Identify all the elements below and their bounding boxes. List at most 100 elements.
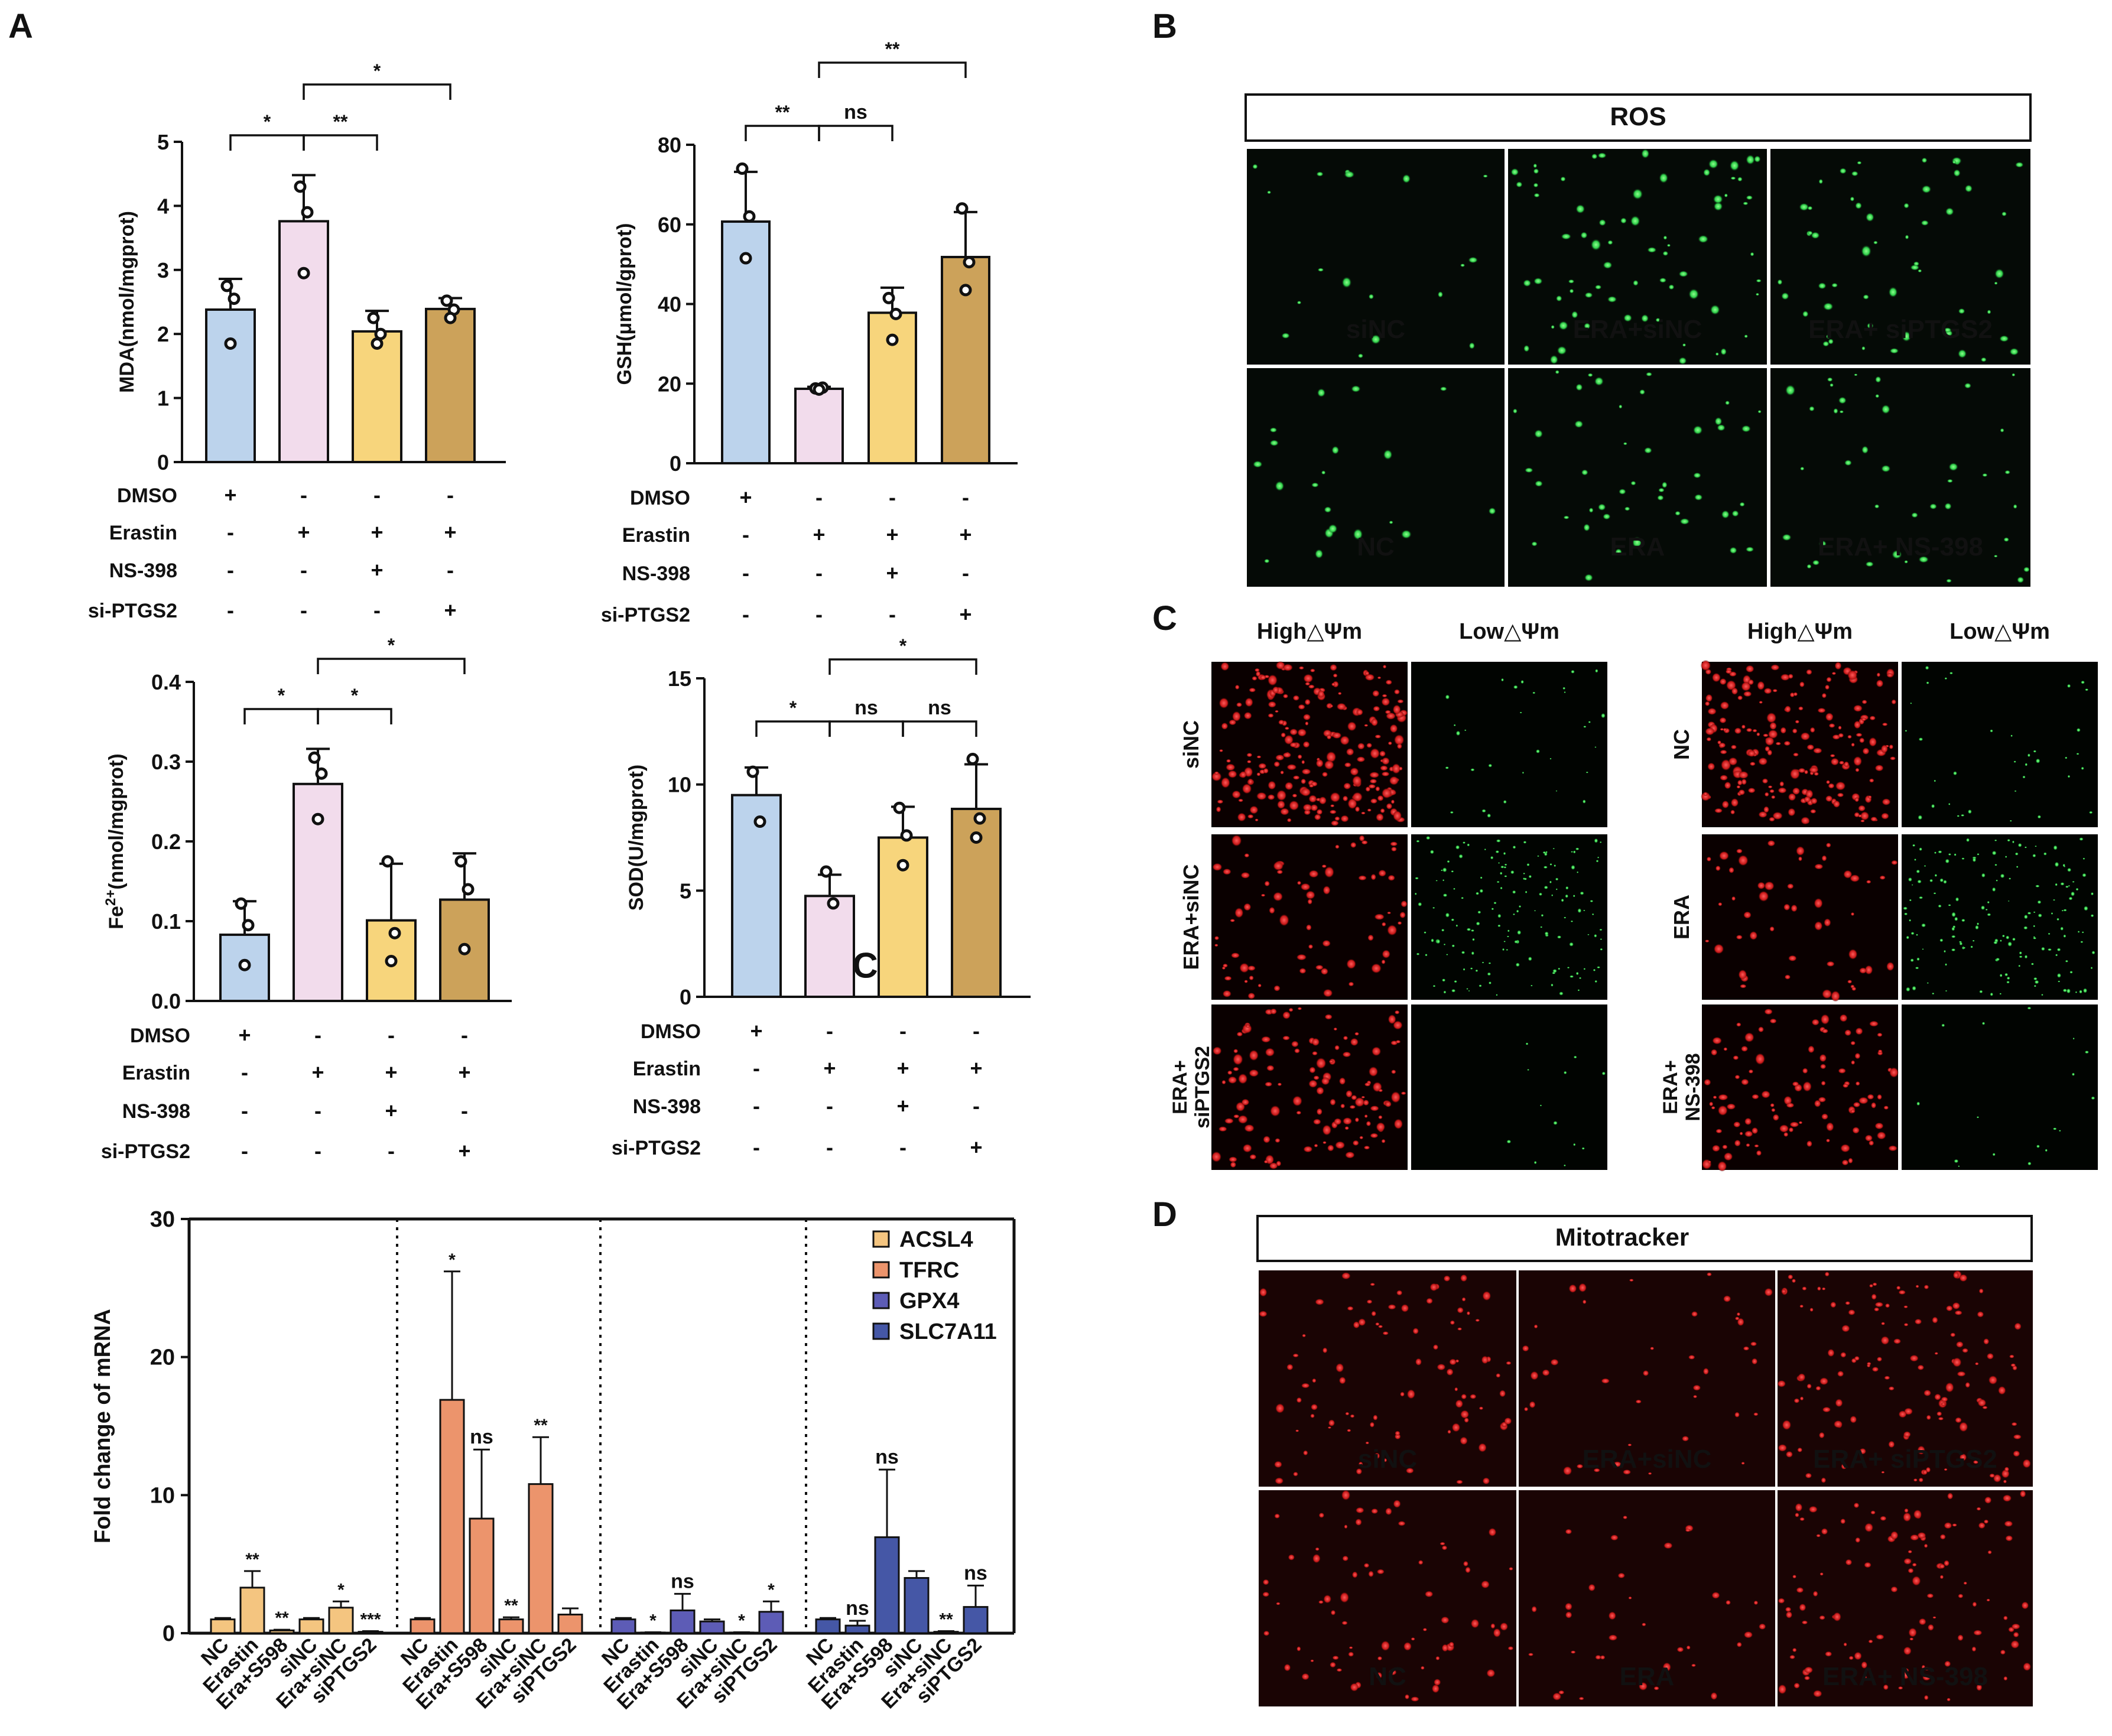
jc1-red-cell xyxy=(1244,980,1248,983)
gsh-treatment-label: Erastin xyxy=(622,524,690,547)
mitotracker-cell xyxy=(1845,1301,1851,1305)
jc1-green-dot xyxy=(1504,875,1507,877)
ros-cell xyxy=(1755,292,1760,296)
mitotracker-cell xyxy=(1944,1560,1949,1566)
jc1-column-header: High△Ψm xyxy=(1257,619,1362,644)
jc1-green-dot xyxy=(2088,811,2093,814)
sod-treatment-label: DMSO xyxy=(641,1020,701,1043)
jc1-red-cell xyxy=(1734,1074,1740,1080)
jc1-green-dot xyxy=(1590,900,1594,903)
mrna-bar-gpx4 xyxy=(610,1618,636,1634)
jc1-red-cell xyxy=(1260,1036,1271,1043)
jc1-red-cell xyxy=(1746,727,1753,733)
jc1-green-dot xyxy=(1528,956,1532,961)
mitotracker-cell xyxy=(1608,1634,1618,1641)
mitotracker-cell xyxy=(1568,1284,1577,1293)
gsh-y-tick-label: 60 xyxy=(658,213,681,237)
mitotracker-cell xyxy=(1945,1382,1954,1393)
jc1-red-cell xyxy=(1249,975,1254,981)
fe-treatment-mark: - xyxy=(388,1023,395,1047)
jc1-red-cell xyxy=(1736,785,1741,789)
ros-cell xyxy=(1806,564,1812,569)
jc1-red-cell xyxy=(1258,763,1267,769)
mrna-significance-label: ns xyxy=(846,1597,869,1620)
mitotracker-cell xyxy=(1908,1550,1913,1554)
mitotracker-cell xyxy=(1345,1412,1350,1416)
jc1-red-cell xyxy=(1853,756,1863,766)
mitotracker-cell xyxy=(1793,1682,1800,1689)
gsh-treatment-mark: - xyxy=(962,561,969,585)
jc1-green-dot xyxy=(2060,926,2064,931)
mitotracker-cell xyxy=(1457,1306,1464,1314)
mitotracker-cell xyxy=(1466,1311,1470,1316)
jc1-green-dot xyxy=(2058,980,2061,983)
jc1-red-cell xyxy=(1308,1080,1318,1088)
jc1-red-cell xyxy=(1252,676,1258,681)
mda-data-point xyxy=(440,294,453,307)
mitotracker-cell xyxy=(1622,1469,1632,1475)
jc1-green-dot xyxy=(2055,883,2058,886)
mitotracker-cell xyxy=(1456,1480,1463,1484)
ros-cell xyxy=(1341,277,1352,288)
jc1-green-dot xyxy=(2019,951,2022,955)
jc1-green-dot xyxy=(2001,934,2005,938)
mitotracker-cell xyxy=(1711,1591,1720,1599)
ros-cell xyxy=(1861,346,1866,351)
mitotracker-cell xyxy=(1350,1414,1355,1418)
sod-significance-label: ns xyxy=(928,697,951,719)
jc1-red-cell xyxy=(1329,704,1334,708)
mitotracker-image xyxy=(1519,1490,1775,1706)
ros-cell xyxy=(1698,235,1709,243)
ros-cell xyxy=(1866,323,1874,329)
jc1-red-cell xyxy=(1838,725,1842,730)
mitotracker-cell xyxy=(1890,1530,1899,1540)
jc1-red-cell xyxy=(1370,963,1382,974)
jc1-green-dot xyxy=(1532,691,1536,694)
jc1-red-cell xyxy=(1375,786,1380,792)
jc1-red-cell xyxy=(1770,1103,1775,1107)
ros-cell xyxy=(1639,389,1646,395)
jc1-green-dot xyxy=(1539,1104,1542,1107)
ros-cell xyxy=(1994,281,1998,285)
jc1-green-dot xyxy=(1917,879,1922,884)
jc1-red-cell xyxy=(1321,1077,1330,1085)
jc1-green-dot xyxy=(1510,870,1515,874)
mitotracker-cell xyxy=(1959,1453,1967,1461)
ros-cell xyxy=(1746,154,1755,165)
mitotracker-cell xyxy=(1854,1652,1862,1660)
jc1-green-dot xyxy=(2090,967,2093,970)
jc1-red-cell xyxy=(1240,872,1250,879)
jc1-red-cell xyxy=(1321,864,1327,868)
jc1-green-dot xyxy=(1564,916,1567,919)
mitotracker-cell xyxy=(1782,1419,1792,1431)
jc1-red-cell xyxy=(1211,1151,1222,1163)
jc1-green-dot xyxy=(1967,809,1972,814)
jc1-red-cell xyxy=(1303,674,1314,683)
jc1-red-cell xyxy=(1756,732,1760,737)
jc1-red-cell xyxy=(1737,779,1743,786)
jc1-red-cell xyxy=(1701,791,1711,802)
jc1-red-cell xyxy=(1398,766,1403,771)
mrna-bar-slc7a11 xyxy=(844,1624,870,1634)
jc1-red-cell xyxy=(1761,1090,1771,1098)
jc1-red-cell xyxy=(1758,811,1768,818)
jc1-red-cell xyxy=(1821,1113,1829,1120)
jc1-red-cell xyxy=(1316,1086,1324,1095)
ros-cell xyxy=(1744,334,1748,339)
jc1-red-cell xyxy=(1855,768,1860,772)
jc1-green-dot xyxy=(1537,855,1539,857)
mitotracker-cell xyxy=(1562,1466,1572,1476)
mitotracker-cell xyxy=(1952,1302,1961,1310)
jc1-green-dot xyxy=(1597,966,1601,968)
mitotracker-cell xyxy=(1404,1694,1410,1700)
jc1-green-dot xyxy=(1961,857,1965,860)
jc1-red-cell xyxy=(1707,707,1717,716)
jc1-red-cell xyxy=(1296,1110,1302,1115)
ros-cell xyxy=(1999,335,2009,342)
mitotracker-cell xyxy=(1347,1429,1351,1432)
mitotracker-cell xyxy=(1393,1499,1401,1509)
jc1-red-cell xyxy=(1322,939,1331,947)
jc1-red-cell xyxy=(1370,747,1380,759)
mrna-bar-slc7a11 xyxy=(904,1577,930,1634)
fe-data-point xyxy=(242,919,255,932)
